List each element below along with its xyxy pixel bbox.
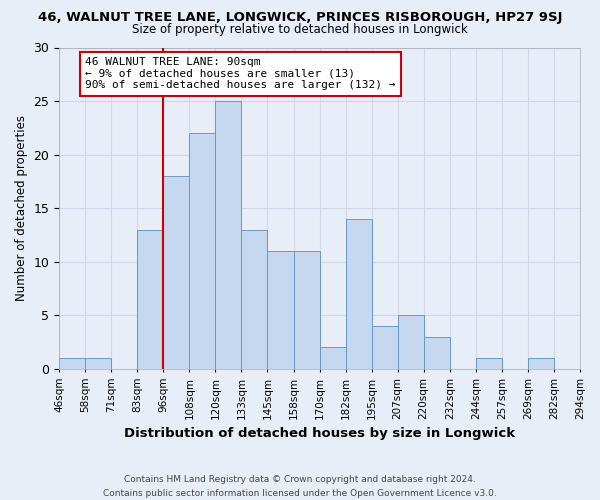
Bar (163, 176, 190, 369)
Bar (268, 251, 293, 369)
Bar (293, 251, 320, 369)
Bar (85, 358, 111, 369)
X-axis label: Distribution of detached houses by size in Longwick: Distribution of detached houses by size … (124, 427, 515, 440)
Bar (371, 326, 398, 369)
Bar (476, 358, 502, 369)
Bar (241, 230, 268, 369)
Bar (346, 219, 371, 369)
Bar (424, 337, 450, 369)
Bar (190, 133, 215, 369)
Bar (398, 316, 424, 369)
Text: 46 WALNUT TREE LANE: 90sqm
← 9% of detached houses are smaller (13)
90% of semi-: 46 WALNUT TREE LANE: 90sqm ← 9% of detac… (85, 57, 395, 90)
Bar (215, 101, 241, 369)
Y-axis label: Number of detached properties: Number of detached properties (15, 115, 28, 301)
Bar (137, 230, 163, 369)
Bar (320, 348, 346, 369)
Text: Contains HM Land Registry data © Crown copyright and database right 2024.
Contai: Contains HM Land Registry data © Crown c… (103, 476, 497, 498)
Text: Size of property relative to detached houses in Longwick: Size of property relative to detached ho… (132, 22, 468, 36)
Text: 46, WALNUT TREE LANE, LONGWICK, PRINCES RISBOROUGH, HP27 9SJ: 46, WALNUT TREE LANE, LONGWICK, PRINCES … (38, 11, 562, 24)
Bar (528, 358, 554, 369)
Bar (59, 358, 85, 369)
